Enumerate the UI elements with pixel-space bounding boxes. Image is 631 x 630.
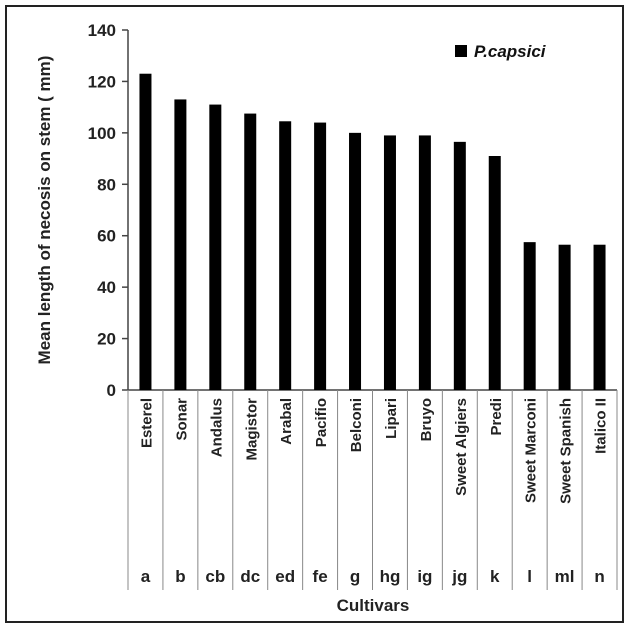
group-letter: hg bbox=[380, 567, 401, 586]
y-tick-label: 60 bbox=[97, 227, 116, 246]
x-tick-label: Bruyo bbox=[418, 398, 435, 441]
bar bbox=[349, 132, 362, 390]
group-letter: fe bbox=[313, 567, 328, 586]
x-tick-label: Magistor bbox=[243, 398, 260, 461]
group-letter: n bbox=[594, 567, 604, 586]
x-tick-label: Arabal bbox=[278, 398, 295, 445]
bar bbox=[453, 141, 466, 390]
x-tick-label: Esterel bbox=[138, 398, 155, 448]
y-tick-label: 0 bbox=[107, 381, 116, 400]
x-tick-label: Pacifio bbox=[313, 398, 330, 447]
x-tick-label: Predi bbox=[488, 398, 505, 436]
bar bbox=[383, 135, 396, 390]
legend-label: P.capsici bbox=[474, 42, 547, 61]
bar bbox=[488, 156, 501, 390]
group-letter: b bbox=[175, 567, 185, 586]
y-tick-label: 120 bbox=[88, 72, 116, 91]
bars bbox=[128, 73, 617, 391]
bar bbox=[174, 99, 187, 390]
bar bbox=[523, 242, 536, 390]
x-tick-label: Sweet Spanish bbox=[558, 398, 575, 504]
y-tick-label: 80 bbox=[97, 175, 116, 194]
y-tick-label: 20 bbox=[97, 330, 116, 349]
bar bbox=[314, 122, 327, 391]
bar bbox=[244, 113, 257, 391]
x-tick-label: Sonar bbox=[173, 398, 190, 441]
bar bbox=[593, 244, 606, 390]
legend: P.capsici bbox=[455, 42, 547, 61]
group-letter: cb bbox=[205, 567, 225, 586]
bar bbox=[558, 244, 571, 390]
x-tick-label: Sweet Marconi bbox=[523, 398, 540, 503]
x-tick-label: Italico II bbox=[593, 398, 610, 454]
y-tick-label: 140 bbox=[88, 21, 116, 40]
group-letter: ig bbox=[417, 567, 432, 586]
x-tick-label: Lipari bbox=[383, 398, 400, 439]
x-tick-label: Andalus bbox=[208, 398, 225, 457]
group-letter: l bbox=[527, 567, 532, 586]
y-tick-label: 40 bbox=[97, 278, 116, 297]
bar bbox=[209, 104, 222, 391]
legend-swatch bbox=[455, 45, 467, 57]
y-axis-label: Mean length of necosis on stem ( mm) bbox=[35, 56, 54, 365]
group-letter: jg bbox=[451, 567, 467, 586]
bar bbox=[139, 73, 152, 390]
group-letter: ml bbox=[555, 567, 575, 586]
group-letter: dc bbox=[240, 567, 260, 586]
y-tick-label: 100 bbox=[88, 124, 116, 143]
group-letter: a bbox=[141, 567, 151, 586]
x-tick-label: Sweet Algiers bbox=[453, 398, 470, 496]
group-letter: g bbox=[350, 567, 360, 586]
bar bbox=[279, 121, 292, 391]
group-letter: ed bbox=[275, 567, 295, 586]
bar bbox=[418, 135, 431, 390]
x-tick-label: Belconi bbox=[348, 398, 365, 452]
x-axis-categories: Esterel Sonar Andalus Magistor Arabal Pacifio… bbox=[127, 390, 618, 590]
group-letter: k bbox=[490, 567, 500, 586]
x-axis-label: Cultivars bbox=[337, 596, 410, 615]
y-axis: 0 20 40 60 80 100 120 140 bbox=[88, 21, 129, 400]
